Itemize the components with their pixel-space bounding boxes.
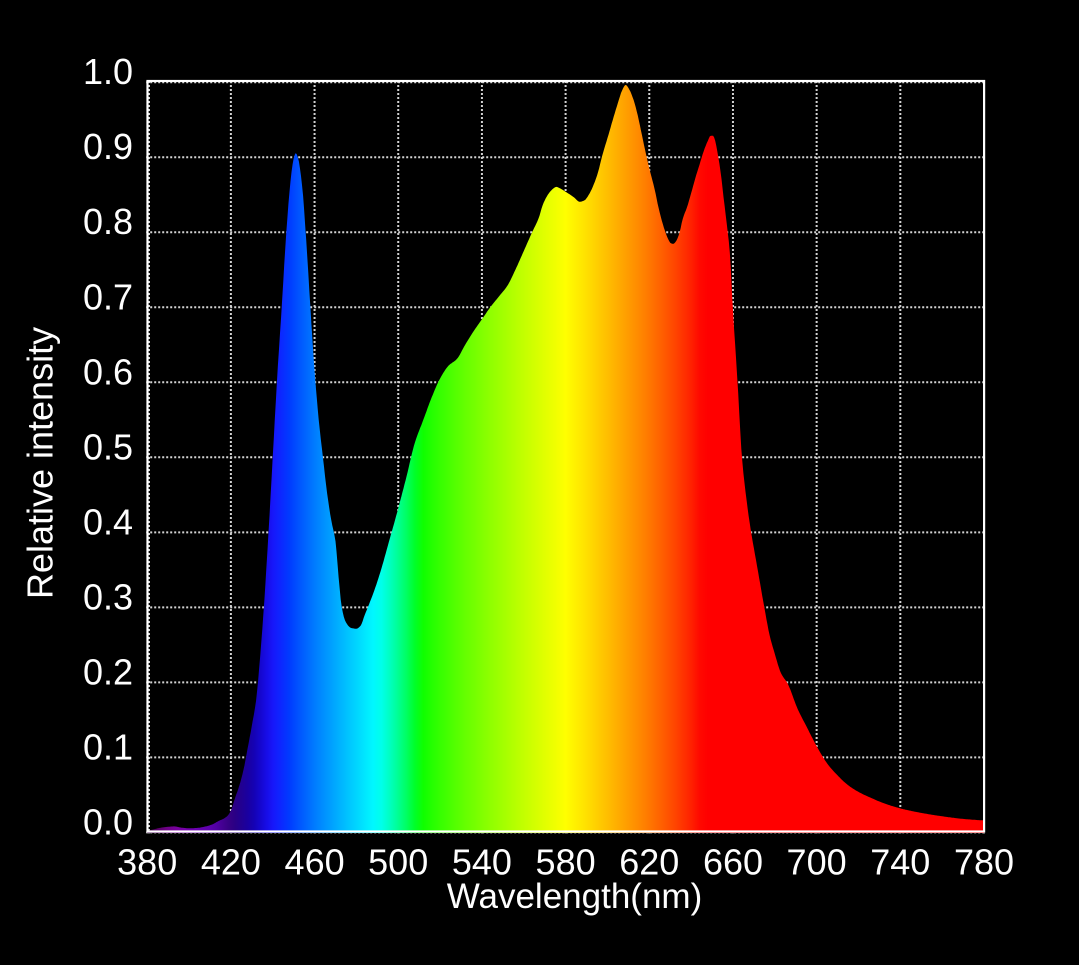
svg-text:Relative intensity: Relative intensity [20, 327, 61, 599]
svg-text:Wavelength(nm): Wavelength(nm) [447, 877, 702, 916]
svg-text:500: 500 [368, 842, 428, 883]
svg-text:580: 580 [536, 842, 596, 883]
svg-text:420: 420 [201, 842, 261, 883]
svg-text:0.7: 0.7 [83, 276, 133, 317]
svg-text:0.2: 0.2 [83, 651, 133, 692]
svg-text:540: 540 [452, 842, 512, 883]
svg-text:660: 660 [703, 842, 763, 883]
svg-text:0.1: 0.1 [83, 726, 133, 767]
svg-text:780: 780 [954, 842, 1014, 883]
svg-text:0.3: 0.3 [83, 576, 133, 617]
svg-text:0.4: 0.4 [83, 501, 133, 542]
svg-text:0.5: 0.5 [83, 426, 133, 467]
svg-text:0.8: 0.8 [83, 201, 133, 242]
svg-text:1.0: 1.0 [83, 51, 133, 92]
svg-text:740: 740 [870, 842, 930, 883]
svg-text:0.6: 0.6 [83, 351, 133, 392]
svg-text:460: 460 [285, 842, 345, 883]
svg-text:0.9: 0.9 [83, 126, 133, 167]
svg-text:380: 380 [117, 842, 177, 883]
svg-text:0.0: 0.0 [83, 801, 133, 842]
svg-text:700: 700 [787, 842, 847, 883]
svg-text:620: 620 [619, 842, 679, 883]
